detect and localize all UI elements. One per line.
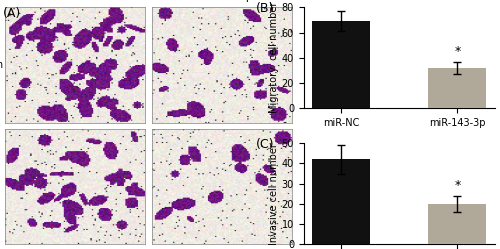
Text: miR-143-3p: miR-143-3p: [192, 0, 252, 2]
Y-axis label: Migratory  cell number: Migratory cell number: [269, 2, 279, 114]
Bar: [428, 204, 486, 244]
Bar: [428, 68, 486, 108]
Text: *: *: [454, 45, 460, 58]
Text: (B): (B): [256, 2, 274, 15]
Y-axis label: Invasive cell number: Invasive cell number: [269, 143, 279, 245]
Text: *: *: [454, 179, 460, 192]
Text: (C): (C): [256, 138, 274, 151]
Bar: [312, 21, 370, 108]
Bar: [312, 159, 370, 244]
Text: miR-NC: miR-NC: [56, 0, 94, 2]
Text: migration: migration: [0, 60, 4, 70]
Text: (A): (A): [2, 7, 21, 20]
